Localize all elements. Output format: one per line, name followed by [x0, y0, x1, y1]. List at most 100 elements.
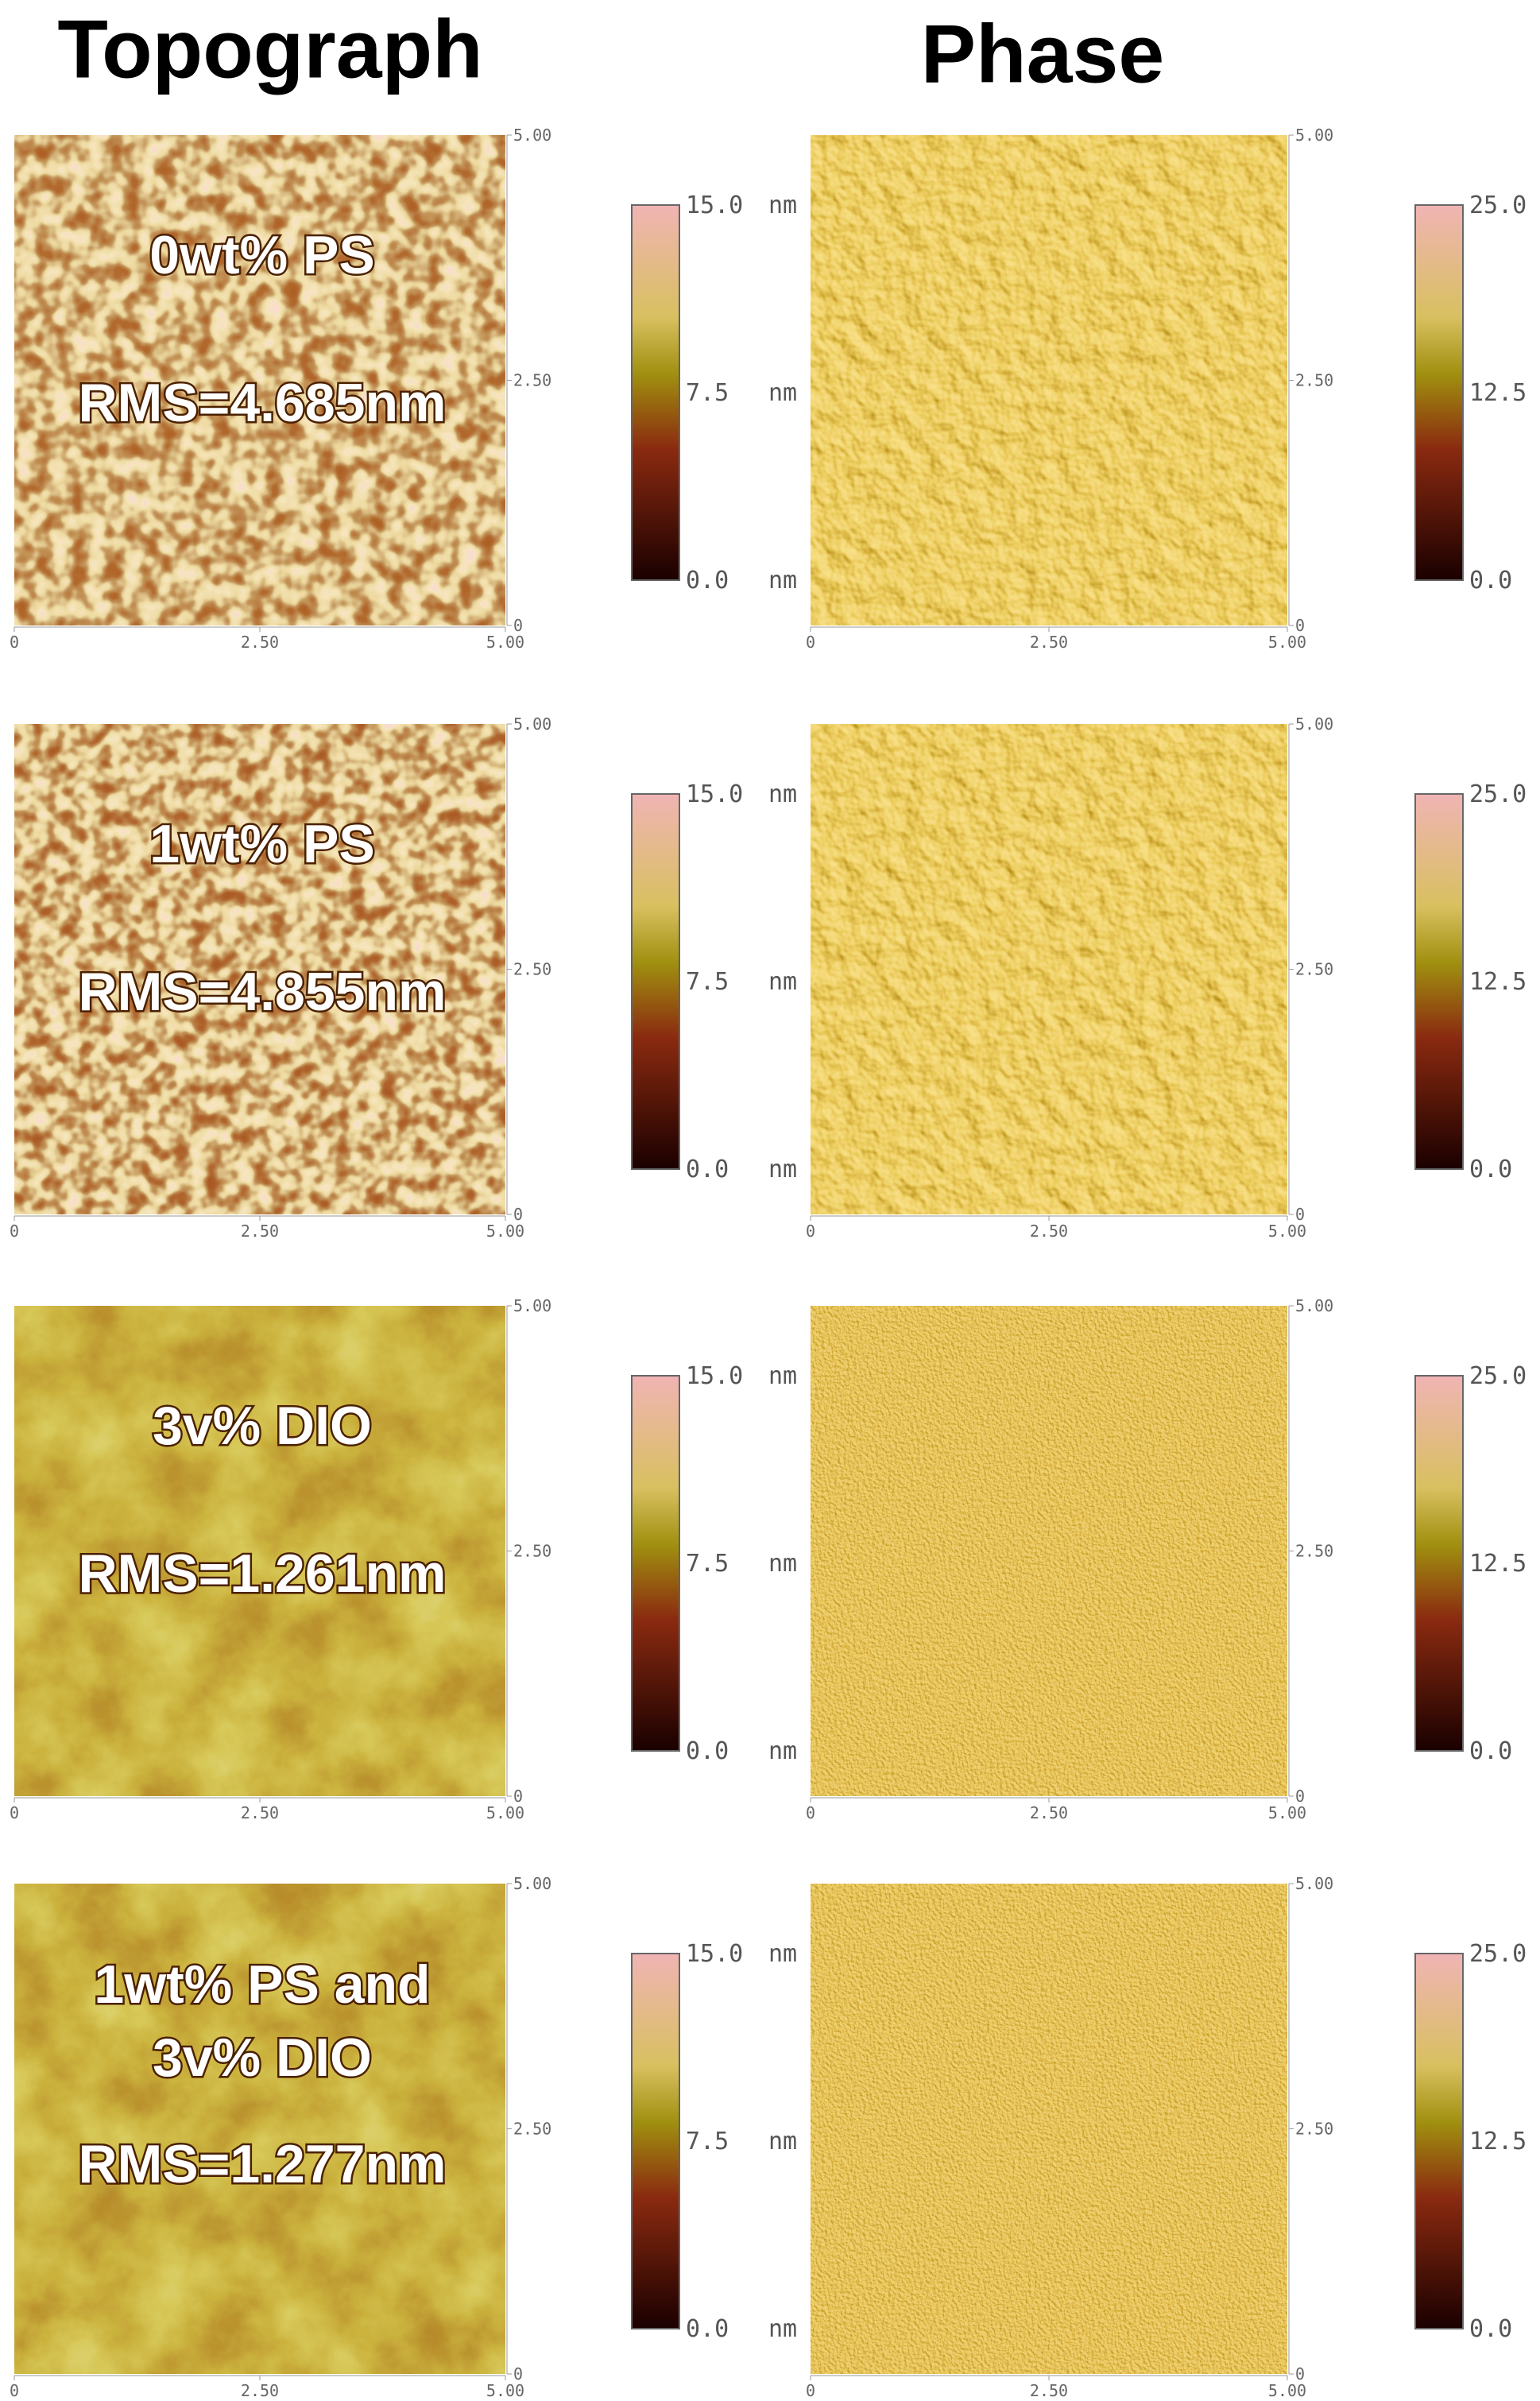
y-tick-label: 2.50 [1295, 2120, 1333, 2139]
colorbar-label: 12.5 [1469, 2128, 1526, 2155]
y-tick-label: 2.50 [513, 960, 551, 979]
x-tick-label: 5.00 [486, 1222, 524, 1241]
y-tick-label: 2.50 [1295, 1542, 1333, 1561]
colorbar [1414, 1953, 1464, 2329]
colorbar [631, 793, 680, 1170]
colorbar [631, 1375, 680, 1752]
colorbar-label: 0.0 [1469, 1156, 1512, 1183]
colorbar-unit: nm [768, 968, 797, 996]
colorbar-label: 15.0 [686, 1940, 743, 1968]
colorbar-label: 12.5 [1469, 379, 1526, 407]
colorbar-unit: nm [768, 1362, 797, 1390]
y-tick-label: 0 [513, 1205, 523, 1224]
x-tick-label: 0 [806, 2381, 815, 2400]
y-tick-label: 0 [1295, 1205, 1305, 1224]
x-tick-label: 0 [806, 1222, 815, 1241]
colorbar [1414, 793, 1464, 1170]
afm-image [14, 724, 505, 1214]
y-tick-label: 2.50 [513, 1542, 551, 1561]
x-tick-label: 2.50 [1030, 1803, 1068, 1822]
x-tick-label: 0 [806, 633, 815, 652]
colorbar-unit: nm [768, 1156, 797, 1183]
x-tick-label: 0 [10, 2381, 19, 2400]
afm-image [14, 1884, 505, 2374]
rms-label: RMS=4.855nm [79, 962, 447, 1022]
x-tick-label: 5.00 [486, 1803, 524, 1822]
sample-label: 3v% DIO [153, 2027, 372, 2088]
x-tick-label: 2.50 [241, 633, 279, 652]
colorbar-label: 25.0 [1469, 192, 1526, 219]
x-tick-label: 5.00 [1268, 1222, 1306, 1241]
sample-label: 1wt% PS [149, 814, 374, 874]
colorbar [1414, 1375, 1464, 1752]
y-tick-label: 0 [513, 2364, 523, 2384]
x-tick-label: 5.00 [486, 2381, 524, 2400]
y-tick-label: 5.00 [1295, 1874, 1333, 1893]
x-tick-label: 0 [10, 633, 19, 652]
colorbar-label: 25.0 [1469, 780, 1526, 808]
colorbar-label: 0.0 [1469, 2315, 1512, 2343]
x-tick-label: 0 [806, 1803, 815, 1822]
y-tick-label: 5.00 [513, 1874, 551, 1893]
colorbar-unit: nm [768, 192, 797, 219]
y-tick-label: 5.00 [513, 1296, 551, 1315]
colorbar-label: 0.0 [686, 567, 729, 594]
afm-image [811, 1884, 1287, 2374]
colorbar-label: 0.0 [1469, 1737, 1512, 1765]
colorbar-unit: nm [768, 780, 797, 808]
colorbar [1414, 204, 1464, 581]
x-tick-label: 2.50 [1030, 2381, 1068, 2400]
colorbar-label: 7.5 [686, 968, 729, 996]
y-tick-label: 0 [1295, 616, 1305, 635]
sample-label: 0wt% PS [149, 225, 374, 285]
sample-label: 1wt% PS and [94, 1954, 430, 2015]
x-tick-label: 2.50 [241, 2381, 279, 2400]
colorbar-unit: nm [768, 567, 797, 594]
y-tick-label: 5.00 [1295, 126, 1333, 145]
y-tick-label: 2.50 [1295, 371, 1333, 390]
colorbar-unit: nm [768, 2128, 797, 2155]
afm-image [14, 1306, 505, 1796]
y-tick-label: 0 [513, 1787, 523, 1806]
y-tick-label: 5.00 [513, 126, 551, 145]
column-title: Phase [921, 8, 1164, 100]
x-tick-label: 5.00 [1268, 633, 1306, 652]
colorbar-unit: nm [768, 1940, 797, 1968]
colorbar-unit: nm [768, 1550, 797, 1578]
colorbar-unit: nm [768, 2315, 797, 2343]
colorbar [631, 204, 680, 581]
colorbar-label: 15.0 [686, 192, 743, 219]
column-title: Topograph [57, 3, 482, 95]
afm-image [811, 724, 1287, 1214]
colorbar-label: 12.5 [1469, 1550, 1526, 1578]
x-tick-label: 5.00 [1268, 2381, 1306, 2400]
colorbar-label: 0.0 [686, 1737, 729, 1765]
afm-image [14, 135, 505, 625]
y-tick-label: 2.50 [1295, 960, 1333, 979]
x-tick-label: 2.50 [1030, 633, 1068, 652]
rms-label: RMS=1.277nm [79, 2134, 447, 2194]
colorbar-label: 0.0 [1469, 567, 1512, 594]
colorbar-unit: nm [768, 1737, 797, 1765]
colorbar-label: 0.0 [686, 2315, 729, 2343]
x-tick-label: 2.50 [241, 1803, 279, 1822]
x-tick-label: 0 [10, 1803, 19, 1822]
y-tick-label: 0 [1295, 1787, 1305, 1806]
y-tick-label: 2.50 [513, 2120, 551, 2139]
colorbar-label: 0.0 [686, 1156, 729, 1183]
x-tick-label: 2.50 [1030, 1222, 1068, 1241]
colorbar-label: 7.5 [686, 379, 729, 407]
colorbar-label: 15.0 [686, 1362, 743, 1390]
colorbar-label: 7.5 [686, 1550, 729, 1578]
x-tick-label: 2.50 [241, 1222, 279, 1241]
y-tick-label: 2.50 [513, 371, 551, 390]
colorbar-label: 25.0 [1469, 1362, 1526, 1390]
y-tick-label: 5.00 [513, 714, 551, 734]
rms-label: RMS=1.261nm [79, 1543, 447, 1604]
y-tick-label: 5.00 [1295, 1296, 1333, 1315]
rms-label: RMS=4.685nm [79, 373, 447, 433]
afm-image [811, 1306, 1287, 1796]
colorbar-label: 15.0 [686, 780, 743, 808]
x-tick-label: 0 [10, 1222, 19, 1241]
